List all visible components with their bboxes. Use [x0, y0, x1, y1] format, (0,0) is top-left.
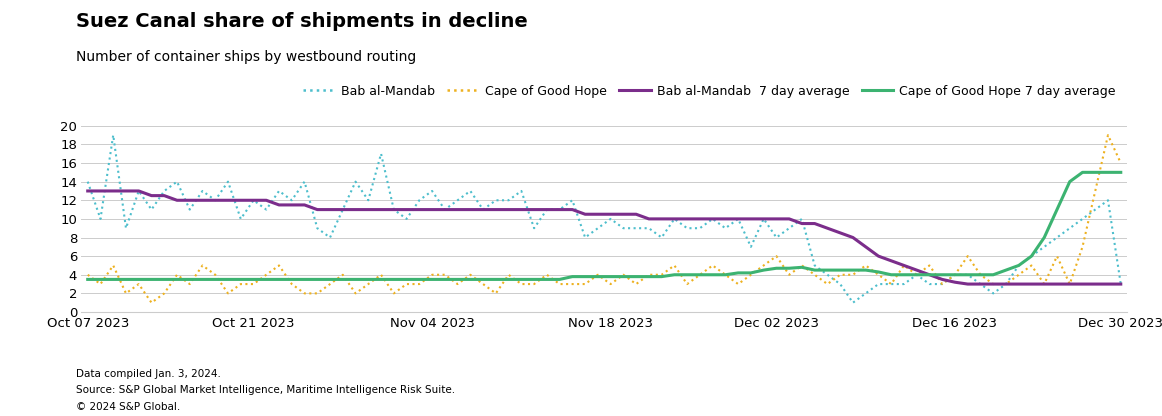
Line: Bab al-Mandab: Bab al-Mandab	[87, 135, 1121, 303]
Bab al-Mandab	[374, 151, 388, 156]
Bab al-Mandab	[935, 282, 949, 287]
Bab al-Mandab  7 day average	[80, 188, 94, 193]
Bab al-Mandab	[387, 207, 401, 212]
Text: Source: S&P Global Market Intelligence, Maritime Intelligence Risk Suite.: Source: S&P Global Market Intelligence, …	[76, 385, 454, 395]
Text: Suez Canal share of shipments in decline: Suez Canal share of shipments in decline	[76, 12, 528, 32]
Bab al-Mandab	[336, 207, 350, 212]
Cape of Good Hope	[80, 272, 94, 277]
Cape of Good Hope 7 day average	[1114, 170, 1128, 175]
Text: © 2024 S&P Global.: © 2024 S&P Global.	[76, 402, 180, 412]
Text: Data compiled Jan. 3, 2024.: Data compiled Jan. 3, 2024.	[76, 369, 221, 379]
Bab al-Mandab  7 day average	[323, 207, 337, 212]
Text: Number of container ships by westbound routing: Number of container ships by westbound r…	[76, 50, 416, 64]
Cape of Good Hope 7 day average	[80, 277, 94, 282]
Cape of Good Hope	[144, 300, 158, 305]
Line: Cape of Good Hope: Cape of Good Hope	[87, 135, 1121, 303]
Line: Cape of Good Hope 7 day average: Cape of Good Hope 7 day average	[87, 172, 1121, 280]
Bab al-Mandab	[846, 300, 860, 305]
Bab al-Mandab  7 day average	[910, 267, 924, 272]
Legend: Bab al-Mandab, Cape of Good Hope, Bab al-Mandab  7 day average, Cape of Good Hop: Bab al-Mandab, Cape of Good Hope, Bab al…	[299, 80, 1121, 103]
Cape of Good Hope 7 day average	[566, 274, 580, 279]
Bab al-Mandab  7 day average	[566, 207, 580, 212]
Cape of Good Hope	[897, 263, 911, 268]
Bab al-Mandab	[80, 179, 94, 184]
Bab al-Mandab	[106, 133, 120, 138]
Bab al-Mandab	[1114, 282, 1128, 287]
Bab al-Mandab  7 day average	[361, 207, 375, 212]
Bab al-Mandab  7 day average	[374, 207, 388, 212]
Cape of Good Hope 7 day average	[884, 272, 898, 277]
Cape of Good Hope	[1114, 161, 1128, 166]
Cape of Good Hope	[1102, 133, 1116, 138]
Cape of Good Hope	[387, 291, 401, 296]
Cape of Good Hope 7 day average	[361, 277, 375, 282]
Cape of Good Hope 7 day average	[1076, 170, 1090, 175]
Bab al-Mandab  7 day average	[961, 282, 975, 287]
Bab al-Mandab	[910, 272, 924, 277]
Cape of Good Hope	[923, 263, 937, 268]
Cape of Good Hope	[579, 282, 593, 287]
Cape of Good Hope	[374, 272, 388, 277]
Cape of Good Hope	[336, 272, 350, 277]
Bab al-Mandab	[579, 235, 593, 240]
Cape of Good Hope 7 day average	[374, 277, 388, 282]
Bab al-Mandab  7 day average	[884, 258, 898, 263]
Line: Bab al-Mandab  7 day average: Bab al-Mandab 7 day average	[87, 191, 1121, 284]
Cape of Good Hope 7 day average	[323, 277, 337, 282]
Bab al-Mandab  7 day average	[1114, 282, 1128, 287]
Cape of Good Hope 7 day average	[910, 272, 924, 277]
